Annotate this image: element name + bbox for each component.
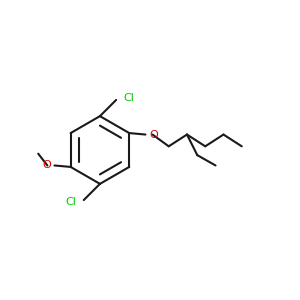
- Text: Cl: Cl: [124, 94, 134, 103]
- Text: O: O: [149, 130, 158, 140]
- Text: O: O: [42, 160, 51, 170]
- Text: Cl: Cl: [65, 196, 76, 206]
